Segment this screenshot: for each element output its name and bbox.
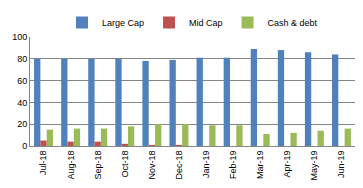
svg-text:Feb-19: Feb-19 <box>228 151 238 180</box>
svg-text:Nov-18: Nov-18 <box>147 151 157 180</box>
svg-text:Large Cap: Large Cap <box>102 18 144 28</box>
svg-text:Oct-18: Oct-18 <box>120 151 130 178</box>
svg-text:Apr-19: Apr-19 <box>282 151 292 178</box>
svg-text:Cash & debt: Cash & debt <box>268 18 318 28</box>
svg-text:40: 40 <box>17 98 27 108</box>
svg-text:80: 80 <box>17 54 27 64</box>
svg-text:Dec-18: Dec-18 <box>174 151 184 180</box>
svg-text:Mid Cap: Mid Cap <box>189 18 223 28</box>
svg-text:Mar-19: Mar-19 <box>255 151 265 180</box>
svg-text:20: 20 <box>17 119 27 129</box>
svg-text:Sep-18: Sep-18 <box>93 151 103 180</box>
svg-text:60: 60 <box>17 76 27 86</box>
svg-text:0: 0 <box>22 141 27 151</box>
svg-text:100: 100 <box>12 32 27 42</box>
svg-text:Aug-18: Aug-18 <box>66 151 76 180</box>
svg-text:May-19: May-19 <box>309 151 319 181</box>
svg-text:Jul-18: Jul-18 <box>38 151 48 176</box>
svg-text:Jan-19: Jan-19 <box>201 151 211 179</box>
svg-text:Jun-19: Jun-19 <box>336 151 346 179</box>
